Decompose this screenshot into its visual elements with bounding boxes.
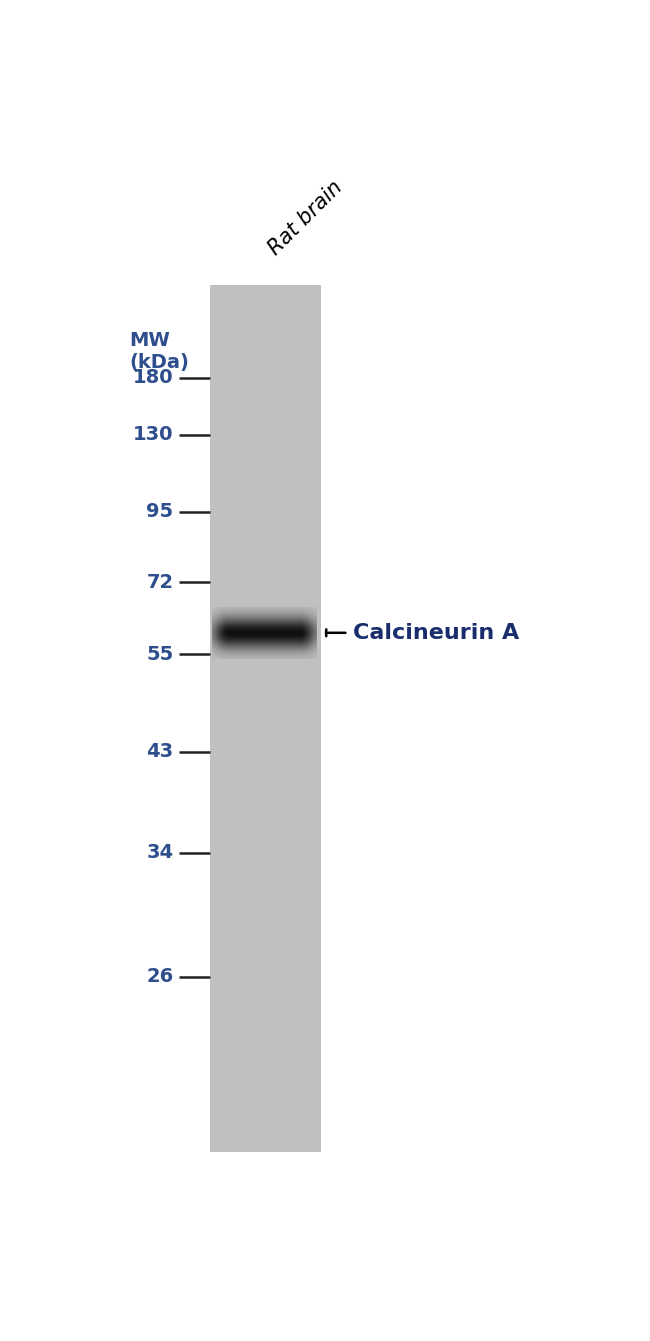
Text: 95: 95: [146, 503, 174, 522]
Text: 34: 34: [146, 843, 174, 862]
Text: Rat brain: Rat brain: [265, 177, 347, 259]
Text: Calcineurin A: Calcineurin A: [354, 622, 519, 642]
Text: 130: 130: [133, 425, 174, 444]
Text: 72: 72: [146, 573, 174, 591]
Text: 43: 43: [146, 742, 174, 762]
Text: 55: 55: [146, 645, 174, 664]
Bar: [210, 284, 320, 1152]
Text: 180: 180: [133, 369, 174, 388]
Text: MW
(kDa): MW (kDa): [129, 331, 189, 373]
Text: 26: 26: [146, 967, 174, 986]
